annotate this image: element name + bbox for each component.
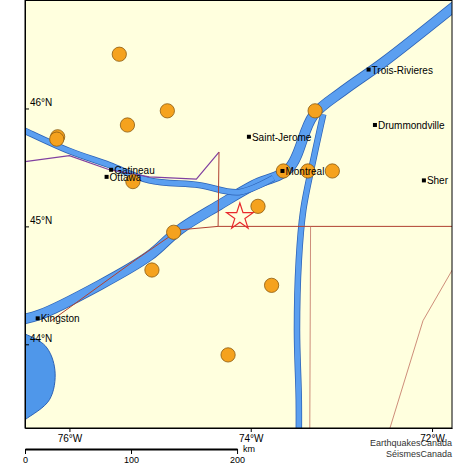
y-axis: 44°N 45°N 46°N bbox=[25, 1, 52, 429]
state-border bbox=[387, 226, 452, 428]
epicenter bbox=[145, 263, 159, 277]
credit: EarthquakesCanada bbox=[370, 438, 452, 448]
epicenter bbox=[167, 225, 181, 239]
city-label: Saint-Jerome bbox=[252, 132, 312, 143]
tick-mark bbox=[25, 226, 29, 227]
axis-line bbox=[26, 428, 453, 429]
series-circle bbox=[50, 47, 340, 362]
epicenter bbox=[264, 278, 278, 292]
main-event bbox=[227, 203, 254, 228]
city bbox=[373, 123, 377, 127]
plot-area bbox=[25, 2, 452, 428]
river bbox=[25, 2, 452, 320]
tick-mark bbox=[25, 344, 29, 345]
tick-mark bbox=[432, 428, 433, 432]
tick: 45°N bbox=[25, 215, 52, 227]
river bbox=[25, 126, 273, 192]
map-figure: Trois-Rivieres Drummondville Saint-Jerome M… bbox=[0, 0, 455, 467]
tick: 44°N bbox=[25, 333, 52, 345]
city bbox=[247, 135, 251, 139]
tick-label: 100 bbox=[124, 455, 139, 465]
epicenter bbox=[325, 164, 339, 178]
tick-mark bbox=[25, 108, 29, 109]
state-border bbox=[309, 226, 311, 428]
scale-bar: 0 100 200 bbox=[23, 449, 245, 465]
tick: 46°N bbox=[25, 97, 52, 109]
city-label: Kingston bbox=[41, 313, 80, 324]
river-edge bbox=[25, 2, 452, 320]
city-label: Sher bbox=[427, 175, 449, 186]
city bbox=[367, 68, 371, 72]
series-star bbox=[227, 203, 254, 228]
epicenter bbox=[160, 104, 174, 118]
city-label: Montreal bbox=[285, 166, 324, 177]
tick-label: 45°N bbox=[30, 215, 52, 226]
city-label: Ottawa bbox=[110, 172, 142, 183]
province-border bbox=[218, 152, 452, 226]
tick-mark bbox=[131, 449, 132, 454]
epicenter bbox=[221, 348, 235, 362]
tick: 74°W bbox=[239, 428, 264, 444]
axis-line bbox=[25, 1, 26, 429]
credit: SéismesCanada bbox=[386, 449, 452, 459]
frame bbox=[25, 1, 452, 429]
tick: 100 bbox=[124, 449, 139, 465]
tick-label: 76°W bbox=[58, 433, 83, 444]
epicenter bbox=[251, 199, 265, 213]
city-label: Drummondville bbox=[378, 120, 445, 131]
tick-mark bbox=[237, 449, 238, 454]
tick-mark bbox=[69, 428, 70, 432]
epicenter bbox=[50, 132, 64, 146]
tick-label: 74°W bbox=[239, 433, 264, 444]
country-border bbox=[51, 226, 218, 320]
epicenter bbox=[112, 47, 126, 61]
land bbox=[25, 0, 452, 428]
city bbox=[280, 169, 284, 173]
tick-label: 46°N bbox=[30, 97, 52, 108]
cities bbox=[36, 68, 426, 321]
city bbox=[36, 316, 40, 320]
city-label: Trois-Rivieres bbox=[372, 65, 433, 76]
epicenter bbox=[120, 118, 134, 132]
tick-label: 200 bbox=[230, 455, 245, 465]
tick: 0 bbox=[23, 449, 28, 465]
lake bbox=[25, 330, 55, 427]
tick: 76°W bbox=[58, 428, 83, 444]
scale-unit: km bbox=[243, 444, 255, 454]
river-edge bbox=[25, 126, 273, 192]
tick-mark bbox=[251, 428, 252, 432]
city bbox=[105, 175, 109, 179]
city bbox=[422, 178, 426, 182]
tick-label: 0 bbox=[23, 455, 28, 465]
city-labels: Trois-Rivieres Drummondville Saint-Jerome M… bbox=[41, 65, 449, 325]
tick-label: 44°N bbox=[30, 333, 52, 344]
epicenter bbox=[308, 104, 322, 118]
tick-mark bbox=[25, 449, 26, 454]
